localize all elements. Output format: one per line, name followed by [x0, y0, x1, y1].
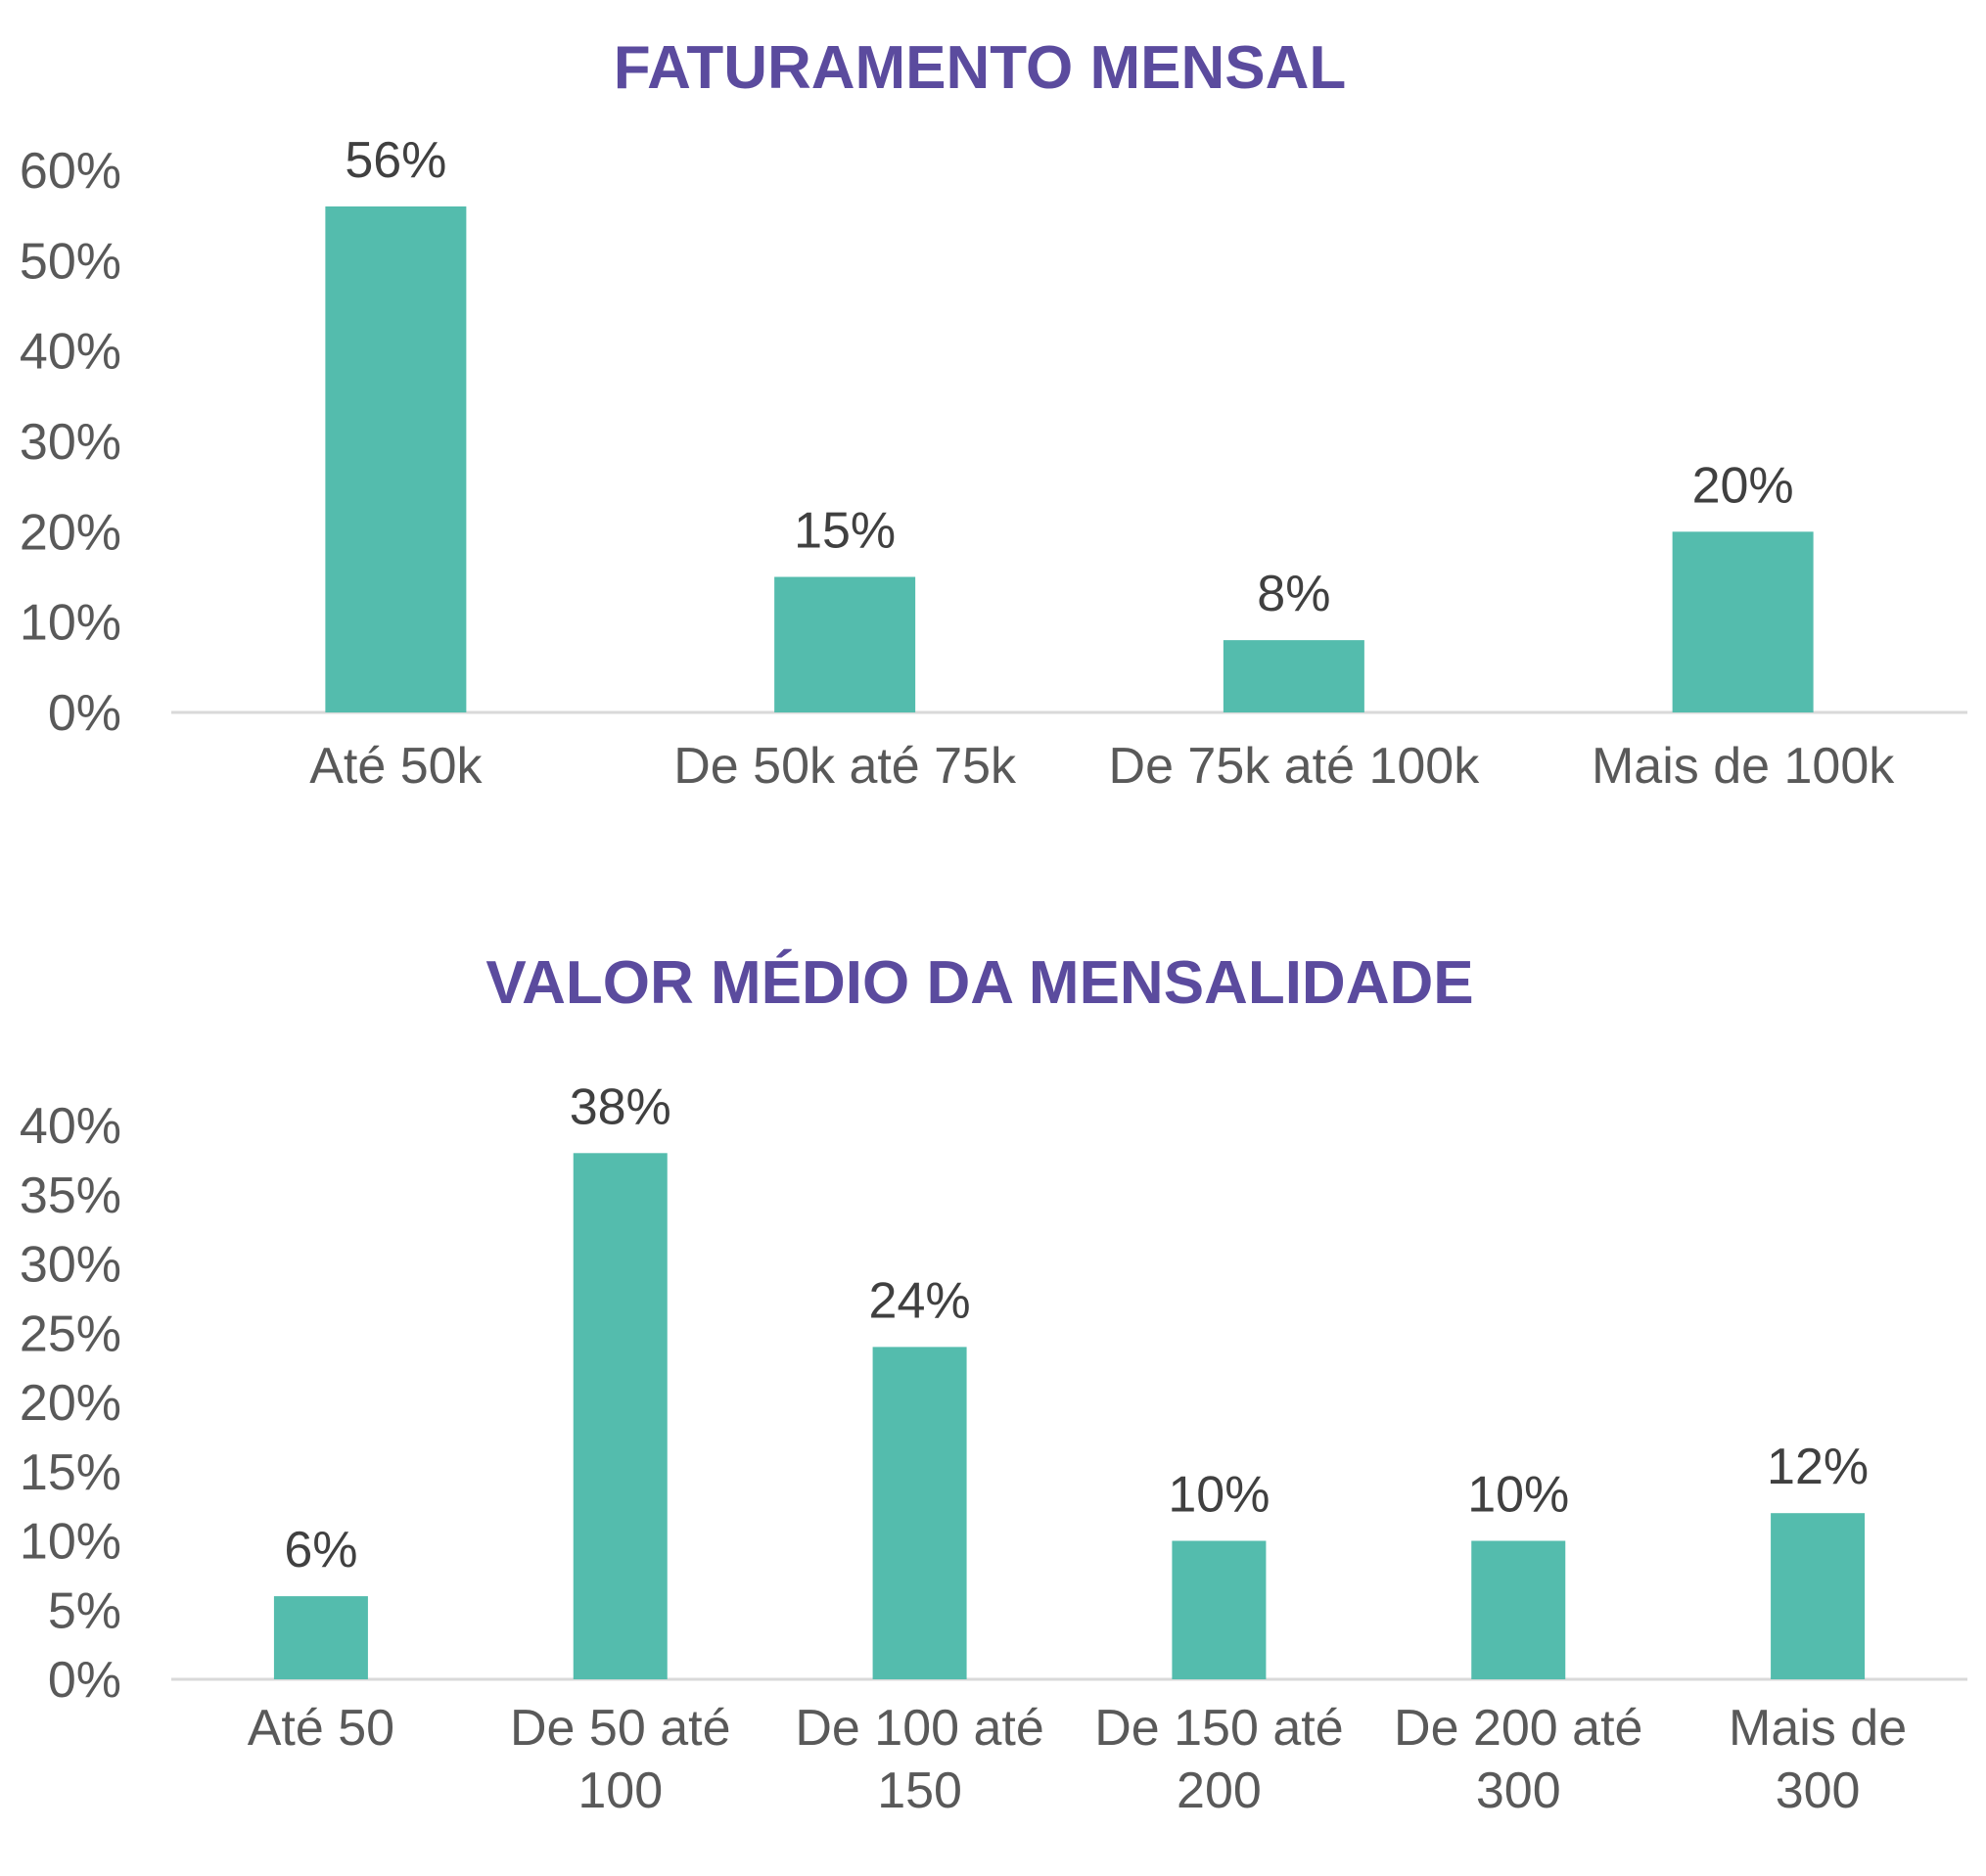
y-tick-label: 10% — [20, 1514, 121, 1571]
bar — [872, 1347, 967, 1679]
y-tick-label: 30% — [20, 414, 121, 471]
category-label: 100 — [577, 1762, 663, 1819]
category-label: Mais de 100k — [1592, 738, 1895, 795]
y-tick-label: 20% — [20, 1375, 121, 1432]
data-label: 12% — [1767, 1439, 1869, 1495]
y-tick-label: 5% — [48, 1582, 121, 1639]
category-label: De 75k até 100k — [1109, 738, 1481, 795]
y-tick-label: 20% — [20, 504, 121, 561]
data-label: 20% — [1692, 457, 1794, 514]
category-label: Até 50 — [248, 1700, 394, 1757]
y-tick-label: 40% — [20, 324, 121, 381]
data-label: 10% — [1168, 1467, 1270, 1524]
bar — [1771, 1513, 1866, 1679]
y-tick-label: 60% — [20, 143, 121, 200]
y-tick-label: 0% — [48, 685, 121, 742]
y-tick-label: 40% — [20, 1098, 121, 1155]
data-label: 15% — [794, 503, 896, 560]
category-label: De 200 até — [1394, 1700, 1642, 1757]
bar — [1471, 1540, 1566, 1679]
bar — [1672, 531, 1814, 712]
chart-title: VALOR MÉDIO DA MENSALIDADE — [485, 949, 1473, 1017]
category-label: 150 — [877, 1762, 962, 1819]
y-tick-label: 10% — [20, 595, 121, 652]
chart-1: FATURAMENTO MENSAL 0% 10% 20% 30% 40% 50% 60% 56… — [20, 34, 1967, 795]
y-tick-label: 30% — [20, 1237, 121, 1294]
bar — [325, 206, 467, 712]
data-label: 8% — [1257, 566, 1330, 622]
bar — [1172, 1540, 1267, 1679]
y-tick-label: 50% — [20, 233, 121, 290]
data-label: 38% — [570, 1078, 671, 1135]
category-label: De 50 até — [510, 1700, 731, 1757]
data-label: 10% — [1467, 1467, 1569, 1524]
data-label: 56% — [345, 132, 446, 189]
category-label: De 50k até 75k — [673, 738, 1017, 795]
bar — [273, 1596, 368, 1679]
bar — [774, 576, 916, 712]
category-label: Até 50k — [309, 738, 483, 795]
category-label: 200 — [1177, 1762, 1262, 1819]
chart-2: VALOR MÉDIO DA MENSALIDADE 0% 5% 10% 15% 20% 2… — [20, 949, 1967, 1819]
y-tick-label: 35% — [20, 1167, 121, 1224]
data-label: 24% — [869, 1272, 971, 1329]
y-tick-label: 15% — [20, 1444, 121, 1501]
category-label: De 100 até — [795, 1700, 1043, 1757]
bar — [573, 1153, 668, 1679]
category-label: De 150 até — [1094, 1700, 1343, 1757]
bar — [1223, 640, 1364, 712]
chart-title: FATURAMENTO MENSAL — [614, 34, 1347, 102]
category-label: 300 — [1776, 1762, 1861, 1819]
category-label: Mais de — [1729, 1700, 1907, 1757]
category-label: 300 — [1476, 1762, 1561, 1819]
y-tick-label: 0% — [48, 1652, 121, 1709]
y-tick-label: 25% — [20, 1305, 121, 1362]
data-label: 6% — [284, 1522, 357, 1579]
